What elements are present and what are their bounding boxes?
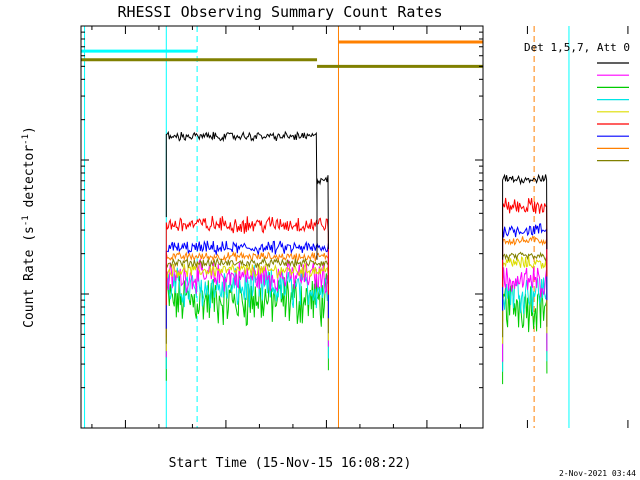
series-50-100-kev-trace-2	[502, 255, 548, 344]
plot-area	[80, 25, 570, 429]
y-axis-label-superscript-1: -1	[21, 215, 31, 226]
legend-header: Det 1,5,7, Att 0	[524, 41, 630, 54]
plot-frame	[80, 25, 484, 429]
flag-bars	[81, 40, 483, 68]
series-3-6-kev-trace-2	[316, 175, 329, 260]
x-axis-label: Start Time (15-Nov-15 16:08:22)	[169, 456, 412, 471]
series-6-12-kev-trace-2	[502, 267, 548, 362]
y-axis	[81, 25, 483, 429]
y-axis-label-superscript-2: -1	[21, 134, 31, 145]
x-axis	[91, 26, 629, 428]
series-800-7000-kev-trace-1	[165, 250, 329, 338]
legend: Det 1,5,7, Att 0	[524, 41, 630, 162]
chart-title: RHESSI Observing Summary Count Rates	[117, 3, 442, 21]
series-7000-15000-kev-trace-1	[165, 256, 329, 344]
series-12-25-kev-trace-1	[165, 272, 329, 381]
series-300-800-kev-trace-2	[502, 223, 548, 311]
render-timestamp: 2-Nov-2021 03:44	[559, 469, 636, 478]
vertical-markers	[84, 26, 570, 428]
series-layer	[165, 130, 548, 385]
series-100-300-kev-trace-1	[165, 215, 329, 306]
y-axis-label-main: Count Rate (s	[22, 226, 37, 328]
y-axis-label-end: )	[22, 126, 37, 134]
series-6-12-kev-trace-1	[165, 258, 329, 358]
series-100-300-kev-trace-2	[502, 197, 548, 288]
series-7000-15000-kev-trace-2	[502, 251, 548, 338]
series-800-7000-kev-trace-2	[502, 235, 548, 322]
y-axis-label: Count Rate (s-1 detector-1)	[21, 126, 37, 328]
series-300-800-kev-trace-1	[165, 239, 329, 329]
series-3-6-kev-trace-3	[502, 173, 548, 260]
series-3-6-kev-trace-1	[165, 130, 318, 218]
y-axis-label-middle: detector	[22, 145, 37, 216]
